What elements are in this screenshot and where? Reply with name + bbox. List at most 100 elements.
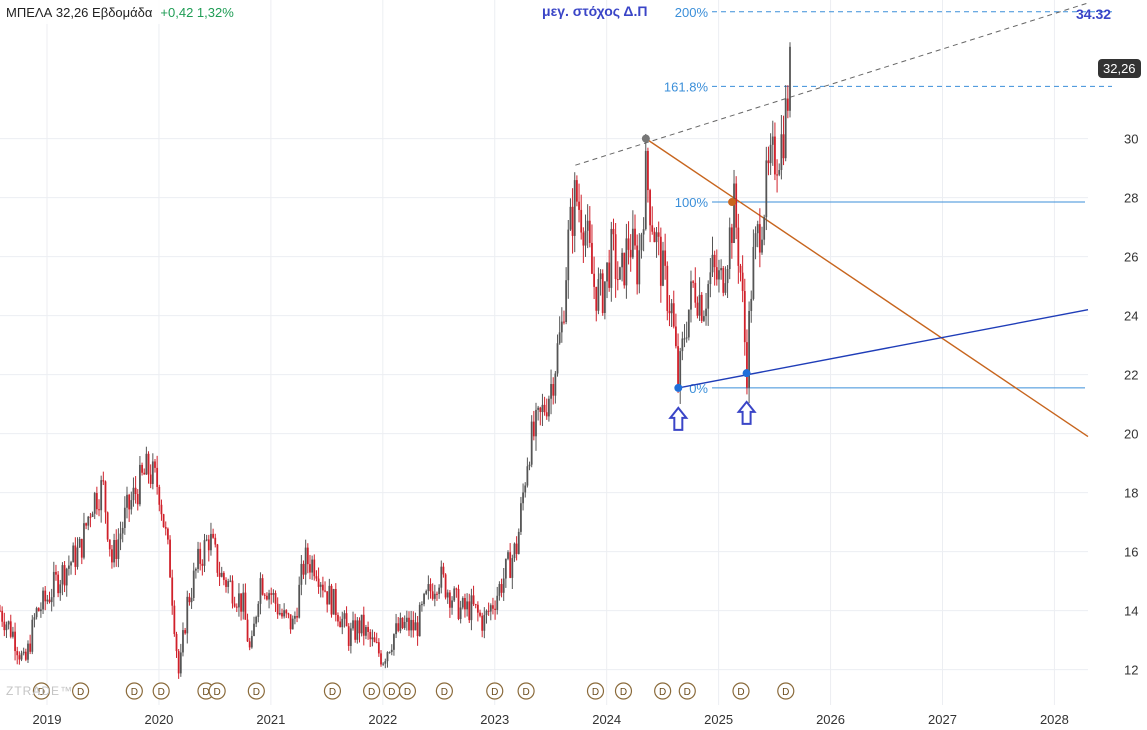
candle-body: [610, 228, 613, 288]
candle-body: [31, 619, 34, 652]
candle-body: [186, 596, 189, 634]
candle-body: [218, 572, 221, 577]
candle-body: [231, 580, 234, 604]
candle-body: [160, 504, 163, 515]
candle-body: [55, 571, 57, 575]
candle-body: [33, 617, 36, 620]
symbol-price: 32,26: [55, 4, 89, 20]
candle-body: [281, 612, 283, 617]
candle-body: [677, 346, 679, 389]
candle-body: [752, 246, 755, 299]
candle-body: [250, 636, 253, 648]
candle-body: [765, 160, 768, 218]
candle-body: [468, 601, 471, 621]
candle-body: [545, 412, 548, 417]
candle-body: [418, 604, 421, 637]
dividend-marker: [323, 682, 342, 700]
candle-body: [253, 623, 255, 637]
candle-body: [448, 592, 451, 608]
candle-body: [625, 238, 628, 286]
candle-body: [586, 220, 589, 231]
candle-body: [474, 604, 477, 606]
candle-body: [640, 234, 643, 251]
candle-body: [659, 236, 662, 286]
fibonacci-levels: 0%100%161.8%200%: [664, 5, 1112, 396]
candle-body: [739, 265, 742, 273]
candle-body: [702, 316, 705, 321]
fib-label: 100%: [675, 195, 709, 210]
candle-body: [446, 592, 449, 598]
candle-body: [225, 579, 227, 587]
candle-body: [461, 598, 464, 608]
candle-body: [565, 280, 568, 322]
candle-body: [728, 227, 731, 270]
target-value: 34.32: [1076, 6, 1112, 22]
candle-body: [563, 321, 565, 323]
candle-body: [425, 590, 428, 594]
candle-body: [162, 514, 165, 527]
dividend-marker: [398, 682, 417, 700]
candle-body: [216, 544, 219, 573]
dividend-marker-label: D: [77, 687, 84, 698]
candle-body: [763, 217, 766, 240]
candle-body: [384, 661, 387, 664]
candle-body: [595, 286, 598, 311]
candle-body: [429, 584, 432, 592]
candle-body: [306, 547, 309, 565]
candle-body: [14, 631, 16, 652]
candle-body: [270, 593, 273, 595]
candle-body: [67, 565, 70, 569]
candle-body: [289, 614, 292, 630]
candle-body: [603, 281, 606, 314]
candle-body: [145, 453, 148, 475]
candle-body: [636, 245, 639, 285]
candle-body: [298, 584, 301, 618]
candle-body: [472, 595, 475, 605]
candle-body: [373, 637, 376, 642]
candle-body: [436, 593, 438, 595]
candle-body: [352, 620, 354, 629]
candle-body: [259, 578, 262, 604]
candle-body: [720, 268, 723, 271]
candle-body: [700, 294, 703, 321]
candle-body: [696, 302, 699, 316]
candle-body: [164, 526, 167, 529]
candle-body: [108, 539, 111, 550]
candle-body: [296, 615, 298, 618]
candle-body: [459, 607, 462, 619]
dividend-marker: [654, 682, 672, 700]
trendline: [575, 2, 1089, 166]
candle-body: [326, 591, 329, 605]
candle-body: [313, 559, 316, 577]
candle-body: [37, 608, 40, 612]
y-tick-label: 16: [1124, 545, 1138, 560]
candle-body: [330, 585, 333, 615]
candle-body: [492, 605, 494, 609]
candle-body: [203, 540, 206, 566]
candle-body: [197, 548, 199, 569]
candle-body: [375, 641, 378, 643]
candle-body: [642, 229, 645, 235]
x-tick-label: 2025: [704, 712, 733, 727]
candle-body: [550, 384, 552, 399]
candle-body: [173, 605, 176, 635]
symbol-header: ΜΠΕΛΑ 32,26 Εβδομάδα +0,42 1,32%: [0, 0, 240, 24]
candle-body: [672, 303, 675, 327]
candle-body: [395, 623, 397, 635]
candle-body: [248, 641, 251, 648]
x-tick-label: 2023: [480, 712, 509, 727]
candle-body: [111, 549, 113, 563]
candle-body: [212, 533, 215, 538]
dividend-marker-label: D: [329, 687, 336, 698]
candle-body: [100, 480, 103, 511]
dividend-marker-label: D: [522, 687, 529, 698]
candle-body: [22, 651, 25, 654]
candle-body: [393, 634, 395, 650]
candle-body: [692, 281, 695, 283]
candle-body: [756, 224, 759, 234]
dividend-marker-label: D: [253, 687, 260, 698]
candle-body: [87, 516, 90, 526]
candle-body: [89, 516, 92, 518]
candle-body: [767, 160, 770, 164]
